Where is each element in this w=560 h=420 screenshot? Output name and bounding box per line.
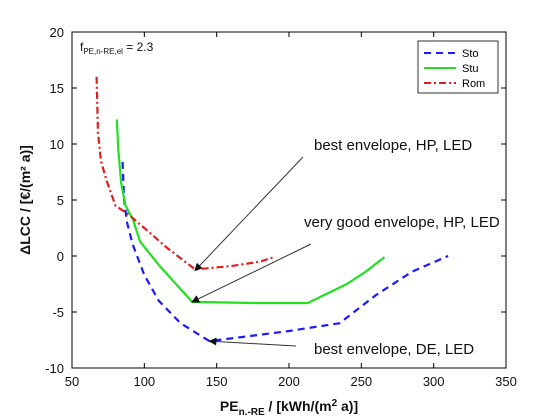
x-tick-label: 350 <box>495 374 517 389</box>
series-line-sto <box>121 161 449 343</box>
series-line-stu <box>115 119 386 305</box>
x-tick-label: 100 <box>133 374 155 389</box>
axis-ticks: 50 100 150 200 250 300 350 -10 -5 0 5 10 15 20 <box>45 25 517 389</box>
annotation-label: very good envelope, HP, LED <box>304 214 500 231</box>
legend-label-sto: Sto <box>462 48 479 60</box>
y-axis-title: ΔLCC / [€/(m² a)] <box>17 145 33 255</box>
legend-label-stu: Stu <box>462 63 479 75</box>
x-tick-label: 200 <box>278 374 300 389</box>
y-tick-label: 15 <box>50 81 64 96</box>
legend: Sto Stu Rom <box>417 40 499 94</box>
series-line-rom <box>95 76 275 271</box>
y-tick-label: 0 <box>57 249 64 264</box>
x-axis-title: PEn.-RE / [kWh/(m2 a)] <box>220 398 358 418</box>
annotation-label: best envelope, DE, LED <box>314 341 474 358</box>
legend-label-rom: Rom <box>462 78 485 90</box>
annotation-arrow <box>208 337 297 347</box>
y-tick-label: -10 <box>45 361 64 376</box>
x-tick-label: 150 <box>206 374 228 389</box>
y-tick-label: -5 <box>52 305 64 320</box>
x-tick-label: 250 <box>350 374 372 389</box>
x-tick-label: 50 <box>65 374 79 389</box>
series-lines <box>95 76 449 343</box>
annotation-label: best envelope, HP, LED <box>314 137 472 154</box>
y-tick-label: 10 <box>50 137 64 152</box>
parameter-label: fPE,n-RE,el = 2.3 <box>80 40 154 56</box>
y-tick-label: 20 <box>50 25 64 40</box>
y-tick-label: 5 <box>57 193 64 208</box>
x-tick-label: 300 <box>423 374 445 389</box>
annotations: best envelope, HP, LED very good envelope… <box>191 137 500 358</box>
annotation-arrow <box>191 243 312 303</box>
annotation-arrow <box>194 156 304 272</box>
